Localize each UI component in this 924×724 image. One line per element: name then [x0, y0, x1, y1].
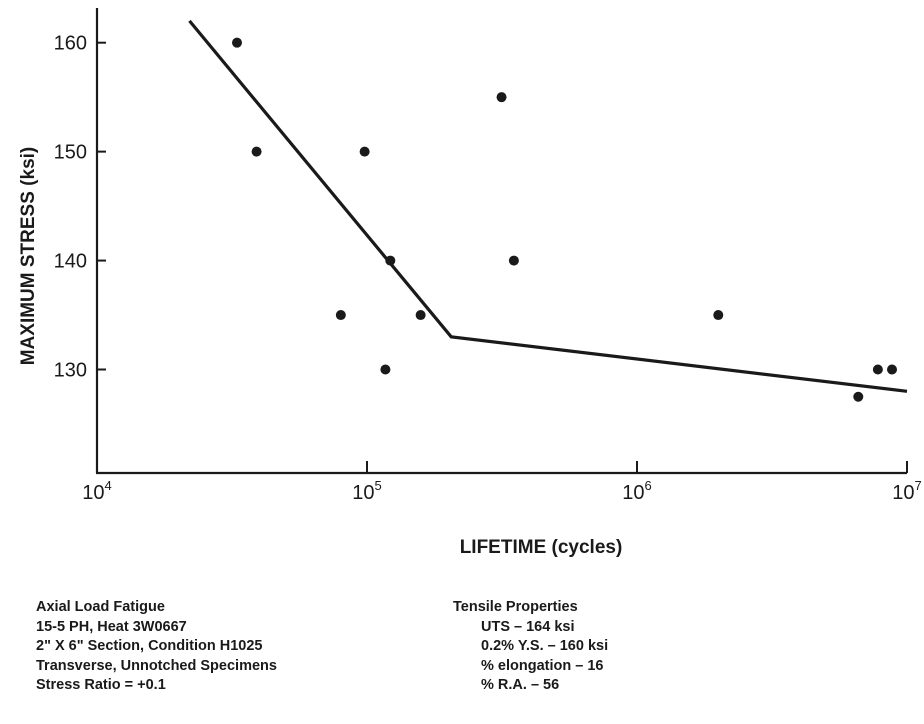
- data-point: [385, 255, 396, 266]
- data-point: [713, 310, 724, 321]
- tensile-properties-title: Tensile Properties: [453, 599, 578, 615]
- note-line: 15-5 PH, Heat 3W0667: [36, 618, 187, 635]
- property-line: % elongation – 16: [481, 657, 604, 674]
- fit-line-group: [188, 19, 908, 393]
- x-tick-label: 105: [352, 478, 381, 504]
- note-line: Axial Load Fatigue: [36, 599, 165, 615]
- data-point: [415, 310, 426, 321]
- y-tick-label: 130: [54, 360, 87, 382]
- data-point: [380, 364, 391, 375]
- data-point: [496, 92, 507, 103]
- x-axis-title: LIFETIME (cycles): [460, 537, 623, 558]
- y-tick-label: 140: [54, 251, 87, 273]
- property-line: % R.A. – 56: [481, 677, 560, 693]
- property-line: 0.2% Y.S. – 160 ksi: [481, 638, 609, 654]
- property-line: UTS – 164 ksi: [481, 618, 575, 635]
- fit-line: [188, 19, 908, 393]
- tensile-properties-notes: Tensile Properties UTS – 164 ksi 0.2% Y.…: [453, 598, 608, 696]
- data-point: [872, 364, 883, 375]
- ticks: 130 140 150 160 104 105 106 107: [54, 33, 922, 504]
- x-tick-label: 107: [892, 478, 921, 504]
- data-points: [231, 37, 898, 402]
- test-conditions-notes: Axial Load Fatigue 15-5 PH, Heat 3W0667 …: [36, 598, 277, 696]
- note-line: 2" X 6" Section, Condition H1025: [36, 638, 263, 654]
- data-point: [359, 146, 370, 157]
- data-point: [251, 146, 262, 157]
- data-point: [508, 255, 519, 266]
- x-tick-label: 106: [622, 478, 651, 504]
- data-point: [335, 310, 346, 321]
- fatigue-chart: 130 140 150 160 104 105 106 107 LIFETIME (cycle…: [18, 8, 922, 558]
- y-tick-label: 160: [54, 33, 87, 55]
- axes: [95, 8, 907, 475]
- y-axis-title: MAXIMUM STRESS (ksi): [18, 147, 39, 366]
- note-line: Transverse, Unnotched Specimens: [36, 657, 277, 674]
- note-line: Stress Ratio = +0.1: [36, 677, 166, 693]
- y-tick-label: 150: [54, 142, 87, 164]
- data-point: [853, 391, 864, 402]
- data-point: [231, 37, 242, 48]
- x-tick-label: 104: [82, 478, 111, 504]
- data-point: [887, 364, 898, 375]
